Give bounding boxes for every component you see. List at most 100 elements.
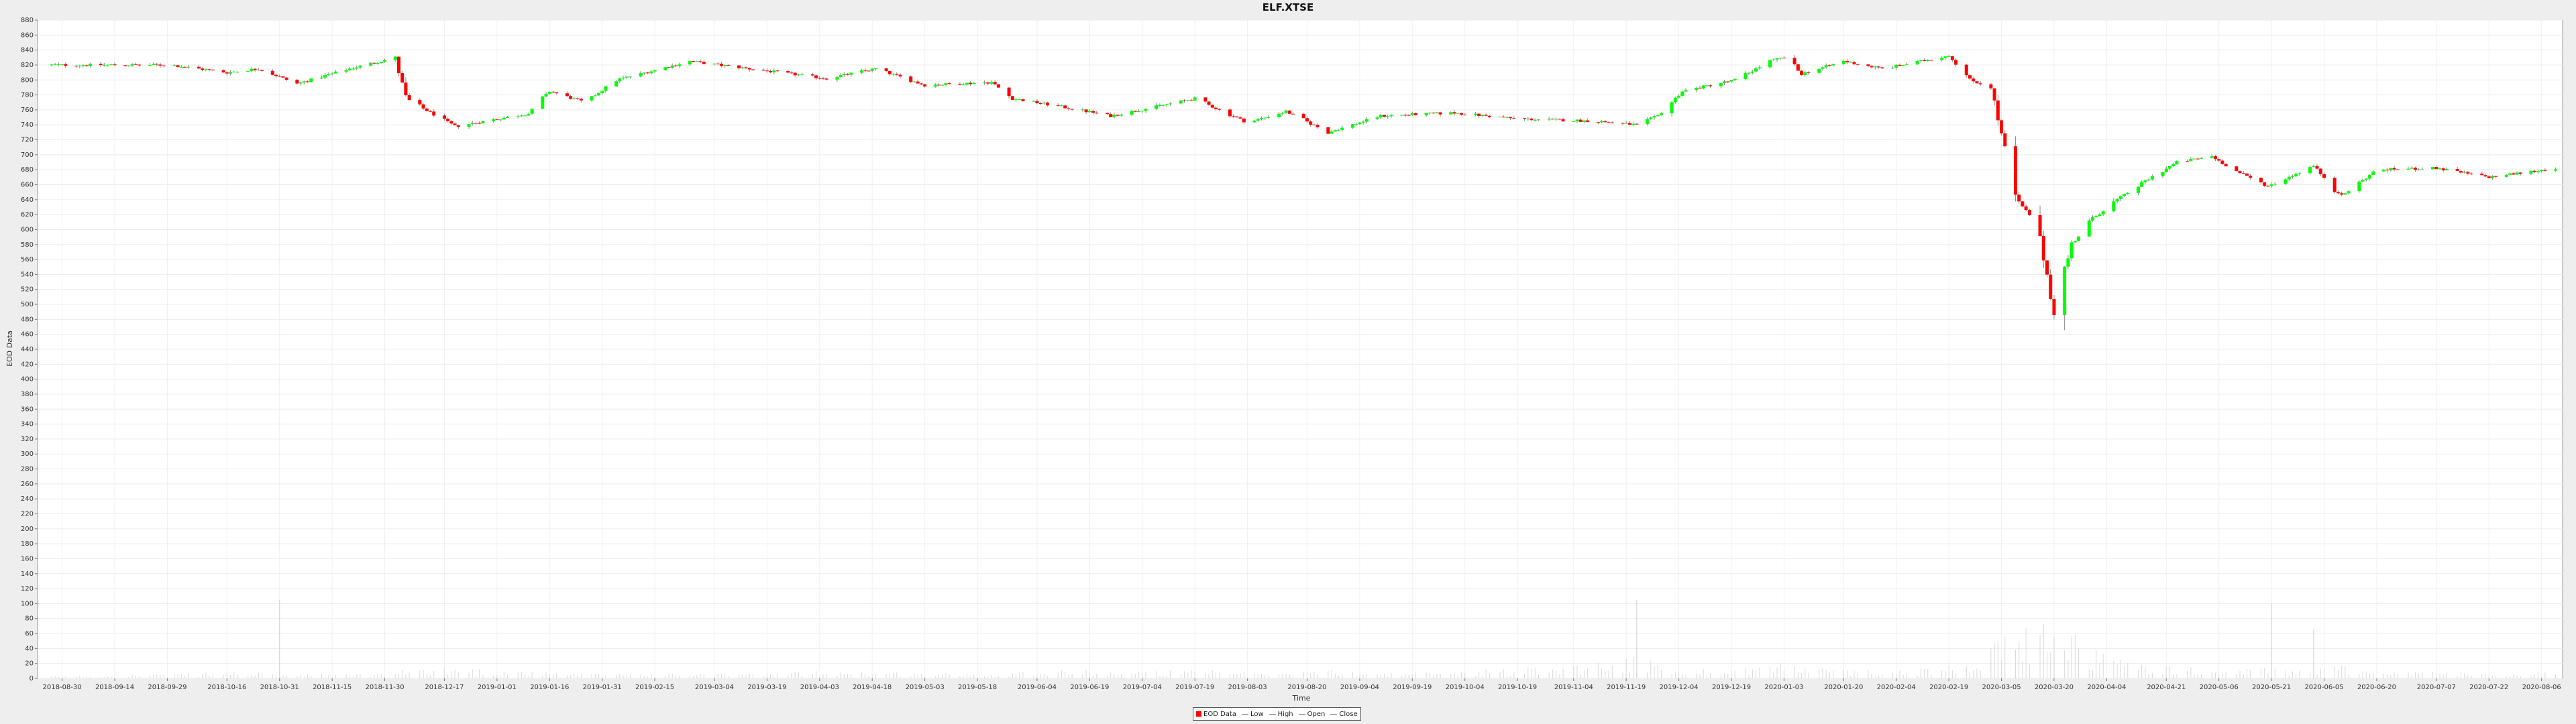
candle-body [2164,168,2168,172]
candle-body [2263,182,2267,186]
candle-body [1750,71,1754,73]
x-tick-label: 2019-04-03 [800,684,839,691]
y-tick-label: 860 [21,32,34,39]
candle-body [1060,105,1064,107]
candle-body [250,68,254,72]
candle-body [1203,97,1208,102]
candle-body [698,61,702,62]
candle-body [1940,58,1944,60]
x-tick-label: 2019-09-19 [1393,684,1432,691]
candle-body [1947,56,1951,57]
legend-line-open [1298,713,1305,715]
x-tick-label: 2019-11-04 [1554,684,1593,691]
candle-body [2308,167,2312,174]
candle-body [849,72,853,75]
y-tick-label: 440 [21,346,34,353]
x-tick-label: 2019-02-15 [635,684,674,691]
candle-body [1505,117,1509,118]
candle-body [281,76,285,78]
candle-body [1673,97,1677,103]
candle-body [2490,176,2494,178]
candle-body [1046,103,1050,106]
candle-body [253,68,257,70]
candle-body [1709,85,1713,86]
candle-body [2245,173,2249,176]
candle-body [2466,172,2470,174]
candle-body [1330,131,1334,134]
y-tick-label: 460 [21,331,34,339]
candle-body [2357,181,2361,192]
candle-body [1116,115,1120,116]
candle-body [2512,173,2516,175]
y-tick-label: 560 [21,256,34,263]
candle-body [1849,62,1853,63]
candle-body [842,74,846,76]
candle-body [1596,122,1600,123]
candle-body [1018,99,1022,101]
candle-body [2021,201,2025,206]
y-tick-label: 620 [21,211,34,219]
candle-body [614,81,619,86]
candle-body [1291,113,1295,115]
candle-body [278,76,282,77]
candle-body [530,109,534,114]
candle-body [1477,113,1481,116]
x-tick-label: 2018-12-17 [425,684,464,691]
candle-body [1792,58,1796,64]
y-tick-label: 280 [21,466,34,473]
candle-body [1035,101,1039,103]
legend-label-open: Open [1307,710,1326,718]
candle-body [2192,158,2196,160]
candle-body [309,78,313,82]
candle-body [2200,158,2204,159]
candle-body [2073,241,2077,243]
candle-body [1087,111,1091,113]
candle-body [2340,193,2344,195]
candle-body [1449,112,1453,115]
y-tick-label: 300 [21,450,34,458]
candle-body [407,95,411,101]
candle-body [986,82,990,84]
x-tick-label: 2019-12-19 [1712,684,1751,691]
candle-body [653,70,657,72]
legend-item-eod: EOD Data [1196,711,1236,718]
candle-body [2434,167,2438,170]
candle-body [270,70,274,75]
candle-body [1109,114,1113,117]
candle-body [2508,173,2512,175]
x-tick-label: 2020-06-05 [2304,684,2343,691]
candle-body [2504,174,2508,177]
candle-body [1807,72,1811,73]
candle-body [333,71,337,74]
y-tick-label: 720 [21,137,34,144]
candle-body [1010,96,1014,101]
candle-body [2322,174,2326,178]
y-tick-label: 120 [21,585,34,593]
candle-body [604,86,608,91]
candle-body [152,64,156,66]
x-tick-label: 2018-10-16 [207,684,246,691]
x-tick-label: 2019-01-16 [530,684,569,691]
volume-bars [51,599,2557,678]
y-tick-label: 780 [21,92,34,99]
legend-label-low: Low [1250,710,1264,718]
x-tick-label: 2018-09-29 [148,684,186,691]
candle-body [1242,118,1246,123]
candle-body [569,96,573,99]
candle-body [323,75,327,78]
candle-body [1852,62,1856,64]
candle-body [1877,66,1881,68]
candle-body [2235,166,2239,172]
candle-body [2290,176,2294,178]
candle-body [596,93,600,96]
candle-body [1232,116,1236,117]
candle-body [2532,170,2536,172]
candle-body [1978,83,1982,84]
candle-body [1964,64,1968,76]
x-tick-label: 2020-01-20 [1824,684,1863,691]
candle-body [888,70,892,74]
candle-body [1267,117,1271,118]
y-tick-label: 420 [21,361,34,368]
candle-body [839,75,843,78]
x-tick-label: 2019-11-19 [1607,684,1646,691]
